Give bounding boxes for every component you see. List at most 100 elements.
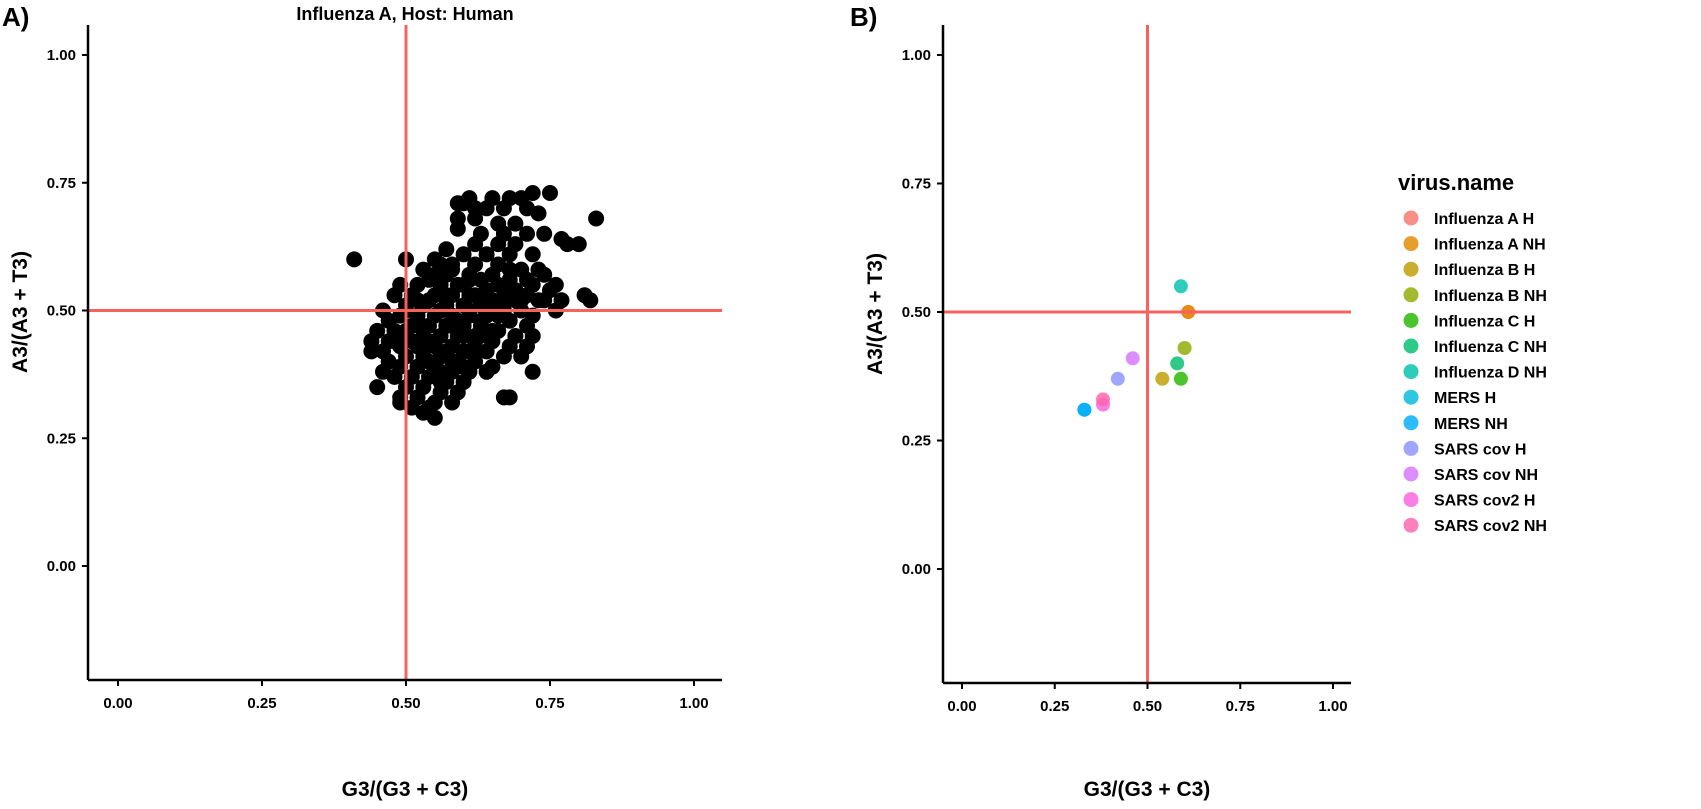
panel-a-data-point — [582, 292, 599, 309]
legend-label: SARS cov2 H — [1434, 493, 1535, 510]
panel-a-data-point — [432, 256, 449, 273]
panel-b-y-tick-label: 1.00 — [902, 47, 931, 64]
panel-a-x-axis-label: G3/(G3 + C3) — [342, 778, 469, 801]
legend-marker — [1403, 440, 1419, 456]
panel-a-data-point — [495, 292, 512, 309]
legend-label: Influenza C H — [1434, 313, 1535, 330]
panel-b-data-point — [1110, 371, 1125, 386]
panel-a-data-point — [467, 343, 484, 360]
legend-item: Influenza A NH — [1403, 236, 1546, 254]
panel-a-data-point — [530, 205, 547, 222]
legend-items: Influenza A H Influenza A NH Influenza B H… — [1403, 210, 1547, 535]
panel-a-data-point — [524, 363, 541, 380]
panel-a-data-point — [490, 276, 507, 293]
panel-a-data-point — [455, 246, 472, 263]
panel-b-x-tick-label: 1.00 — [1318, 698, 1347, 715]
legend-item: Influenza B H — [1403, 261, 1535, 279]
panel-a-data-point — [467, 236, 484, 253]
panel-a-data-point — [455, 343, 472, 360]
legend-item: SARS cov H — [1403, 440, 1526, 458]
legend-marker — [1403, 415, 1419, 431]
legend-label: SARS cov2 NH — [1434, 518, 1547, 535]
panel-a-data-point — [536, 225, 553, 242]
panel-b-data-point — [1173, 371, 1188, 386]
panel-a-data-point — [409, 292, 426, 309]
legend-item: Influenza D NH — [1403, 364, 1547, 382]
legend-item: SARS cov2 H — [1403, 492, 1535, 510]
legend-marker — [1403, 287, 1419, 303]
legend-marker — [1403, 261, 1419, 277]
panel-a-data-point — [438, 241, 455, 258]
panel-a-data-point — [386, 333, 403, 350]
panel-a-data-point — [449, 195, 466, 212]
panel-a-data-point — [542, 185, 558, 201]
panel-a-data-point — [490, 236, 507, 253]
panel-a-data-point — [536, 292, 553, 309]
panel-a-data-point — [455, 358, 472, 375]
legend-label: Influenza C NH — [1434, 339, 1547, 356]
panel-a-data-point — [369, 379, 386, 396]
panel-a-data-point — [495, 200, 512, 217]
panel-a-data-point — [513, 292, 530, 309]
panel-a-x-tick-label: 0.50 — [391, 695, 420, 712]
panel-a-data-point — [507, 215, 524, 232]
legend-item: MERS H — [1403, 389, 1496, 407]
panel-b-data-point — [1177, 341, 1192, 355]
panel-a-data-point — [570, 236, 587, 253]
legend-label: SARS cov H — [1434, 441, 1526, 458]
panel-a-y-tick-label: 0.75 — [47, 175, 76, 192]
panel-a-data-point — [513, 348, 530, 365]
legend-marker — [1403, 210, 1419, 226]
panel-a-y-tick-label: 0.25 — [47, 430, 76, 447]
panel-a-data-point — [467, 210, 484, 227]
panel-a-data-point — [363, 343, 380, 360]
legend-marker — [1403, 389, 1419, 405]
panel-a-data-point — [386, 287, 403, 304]
panel-a-y-tick-label: 0.50 — [47, 303, 76, 320]
panel-a-data-point — [432, 374, 449, 390]
legend-item: Influenza A H — [1403, 210, 1534, 228]
panel-b-data-point — [1125, 351, 1140, 366]
legend-title: virus.name — [1398, 170, 1514, 195]
panel-b-plot-area — [943, 25, 1351, 683]
panel-a-data-point — [478, 343, 495, 360]
panel-b-y-tick-label: 0.50 — [902, 304, 931, 321]
panel-a-x-tick-label: 0.00 — [103, 695, 132, 712]
panel-a-data-point — [421, 292, 437, 309]
panel-b-data-point — [1077, 402, 1092, 417]
legend-marker — [1403, 236, 1419, 252]
panel-a-data-point — [478, 363, 495, 380]
legend-label: SARS cov NH — [1434, 467, 1538, 484]
legend-marker — [1403, 338, 1419, 354]
legend-item: MERS NH — [1403, 415, 1508, 433]
panel-b-data-point — [1173, 279, 1188, 294]
panel-b-y-axis-label: A3/(A3 + T3) — [864, 253, 887, 375]
panel-b-data-point — [1155, 371, 1170, 386]
panel-a-data-point — [449, 220, 466, 237]
legend-item: SARS cov2 NH — [1403, 517, 1547, 535]
legend-item: Influenza C NH — [1403, 338, 1547, 356]
legend-marker — [1403, 312, 1419, 328]
legend-marker — [1403, 364, 1419, 380]
panel-a-plot-area — [88, 25, 722, 680]
panel-a-x-tick-label: 0.75 — [535, 695, 564, 712]
legend-marker — [1403, 492, 1419, 508]
panel-a-y-axis-label: A3/(A3 + T3) — [9, 251, 32, 373]
panel-a-y-tick-label: 1.00 — [47, 47, 76, 64]
panel-b: B) 0.00 0.25 0.50 0.75 1.00 0.00 0.25 0.50 0.75 1… — [850, 2, 1351, 801]
panel-a-data-point — [501, 246, 518, 263]
panel-a-axes: 0.00 0.25 0.50 0.75 1.00 0.00 0.25 0.50 0.75 1.00 — [47, 25, 722, 712]
panel-a-data-point — [421, 353, 437, 370]
panel-a-data-point — [409, 312, 426, 329]
legend-item: SARS cov NH — [1403, 466, 1538, 484]
legend-item: Influenza B NH — [1403, 287, 1547, 305]
panel-a-data-point — [478, 328, 495, 344]
panel-b-x-tick-label: 0.25 — [1040, 698, 1069, 715]
panel-a-data-point — [519, 271, 535, 288]
panel-a-data-point — [421, 271, 437, 288]
legend-label: MERS H — [1434, 390, 1496, 407]
panel-a-data-point — [386, 368, 403, 385]
legend-marker — [1403, 517, 1419, 533]
